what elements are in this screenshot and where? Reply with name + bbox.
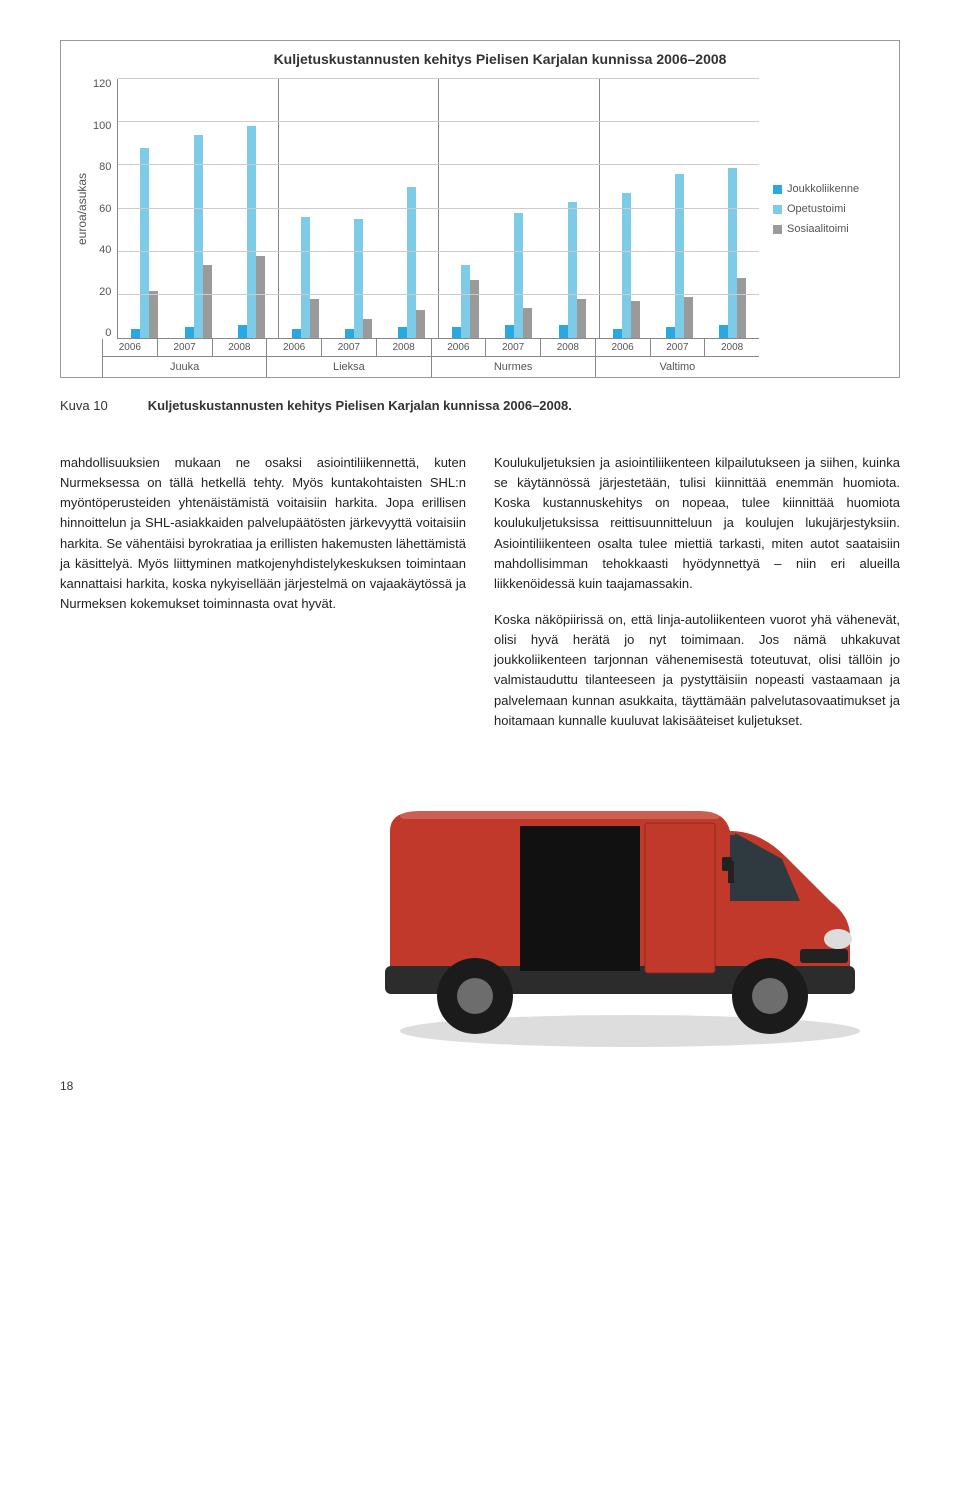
bar	[140, 148, 149, 338]
bar	[684, 297, 693, 338]
bar	[131, 329, 140, 338]
year-group	[332, 79, 385, 338]
bar	[194, 135, 203, 338]
bar	[363, 319, 372, 338]
municipality-group	[600, 79, 759, 338]
paragraph: Koulukuljetuksien ja asiointiliikenteen …	[494, 453, 900, 594]
bar	[238, 325, 247, 338]
bar	[256, 256, 265, 338]
y-axis-ticks: 120100806040200	[93, 79, 117, 339]
year-group	[545, 79, 598, 338]
bar	[452, 327, 461, 338]
bar	[514, 213, 523, 338]
bar	[354, 219, 363, 338]
year-group	[653, 79, 706, 338]
bar	[523, 308, 532, 338]
bar	[568, 202, 577, 338]
year-group	[492, 79, 545, 338]
bar	[149, 291, 158, 338]
year-group	[385, 79, 438, 338]
caption-text: Kuljetuskustannusten kehitys Pielisen Ka…	[148, 398, 572, 413]
bar	[292, 329, 301, 338]
plot-area	[117, 79, 759, 339]
bar	[185, 327, 194, 338]
bar	[416, 310, 425, 338]
municipality-group	[279, 79, 439, 338]
chart-title: Kuljetuskustannusten kehitys Pielisen Ka…	[71, 51, 889, 67]
page-number: 18	[60, 1079, 900, 1093]
bar	[577, 299, 586, 338]
van-illustration	[60, 761, 900, 1061]
caption-label: Kuva 10	[60, 398, 108, 413]
bar	[559, 325, 568, 338]
paragraph: Koska näköpiirissä on, että linja-autoli…	[494, 610, 900, 731]
bar	[613, 329, 622, 338]
year-group	[225, 79, 278, 338]
bar	[631, 301, 640, 338]
bar	[719, 325, 728, 338]
x-axis-labels: 200620072008Juuka200620072008Lieksa20062…	[103, 339, 759, 377]
bar	[247, 126, 256, 338]
y-axis-label: euroa/asukas	[71, 79, 93, 339]
bar	[666, 327, 675, 338]
bar	[505, 325, 514, 338]
bar	[301, 217, 310, 338]
year-group	[279, 79, 332, 338]
bar	[407, 187, 416, 338]
bar	[345, 329, 354, 338]
paragraph: mahdollisuuksien mukaan ne osaksi asioin…	[60, 453, 466, 614]
cost-chart: Kuljetuskustannusten kehitys Pielisen Ka…	[60, 40, 900, 378]
bar	[310, 299, 319, 338]
bar	[203, 265, 212, 338]
legend-item: Sosiaalitoimi	[773, 223, 889, 235]
year-group	[172, 79, 225, 338]
bar	[398, 327, 407, 338]
legend-item: Opetustoimi	[773, 203, 889, 215]
bar	[470, 280, 479, 338]
body-text: mahdollisuuksien mukaan ne osaksi asioin…	[60, 453, 900, 731]
bar	[675, 174, 684, 338]
legend-item: Joukkoliikenne	[773, 183, 889, 195]
bar	[737, 278, 746, 338]
bar	[728, 168, 737, 339]
bar	[461, 265, 470, 338]
figure-caption: Kuva 10 Kuljetuskustannusten kehitys Pie…	[60, 398, 900, 413]
chart-legend: Joukkoliikenne Opetustoimi Sosiaalitoimi	[759, 79, 889, 339]
municipality-group	[118, 79, 278, 338]
year-group	[706, 79, 759, 338]
year-group	[118, 79, 171, 338]
bar	[622, 193, 631, 338]
municipality-group	[439, 79, 599, 338]
year-group	[600, 79, 653, 338]
year-group	[439, 79, 492, 338]
